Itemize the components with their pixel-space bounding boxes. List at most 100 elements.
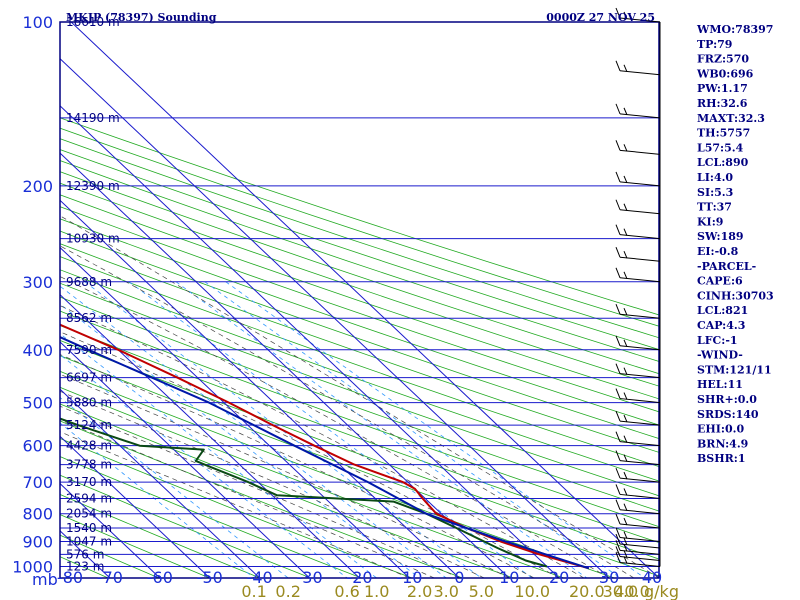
- index-value: LCL:821: [697, 304, 748, 317]
- height-label: 6697 m: [66, 371, 112, 385]
- mixing-ratio-line: [84, 281, 482, 578]
- wind-barb-flag: [615, 7, 621, 19]
- wind-barb-flag: [615, 410, 621, 422]
- mixing-ratio-tick-label: 0.6: [334, 582, 359, 600]
- index-value: TH:5757: [697, 127, 750, 140]
- isotherm-line: [60, 105, 560, 578]
- wind-barb-flag: [615, 60, 621, 71]
- isotherm-line: [60, 435, 211, 578]
- wind-barb-flag: [623, 339, 628, 347]
- dry-adiabat-line: [60, 370, 615, 578]
- height-label: 12390 m: [66, 179, 120, 193]
- pressure-tick-label: 1000: [12, 557, 53, 576]
- pressure-tick-label: 500: [22, 394, 53, 413]
- index-value: LFC:-1: [697, 334, 738, 347]
- moist-adiabat-line: [60, 419, 435, 578]
- index-value: SHR+:0.0: [697, 393, 757, 406]
- mixing-ratio-tick-label: 3.0: [433, 582, 458, 600]
- index-value: TT:37: [697, 201, 732, 214]
- isotherm-line: [60, 152, 510, 578]
- wind-barb-flag: [615, 546, 621, 557]
- wind-barb-flag: [615, 363, 621, 374]
- dry-adiabat-line: [60, 386, 564, 578]
- pressure-tick-label: 900: [22, 533, 53, 552]
- dry-adiabat-line: [60, 138, 659, 339]
- temperature-tick-label: -50: [197, 568, 223, 587]
- temperature-tick-label: -60: [147, 568, 173, 587]
- parcel-line: [60, 336, 590, 570]
- index-value: WB0:696: [696, 67, 754, 80]
- dry-adiabat-line: [60, 325, 659, 544]
- wind-barb-flag: [615, 335, 621, 346]
- height-label: 4428 m: [66, 439, 112, 453]
- dry-adiabat-line: [60, 494, 261, 578]
- mixing-ratio-tick-label: 20.0: [569, 582, 605, 600]
- moist-adiabat-line: [60, 390, 485, 578]
- dry-adiabat-line: [60, 282, 659, 497]
- wind-barbs: [615, 7, 661, 567]
- wind-barb-flag: [615, 540, 621, 551]
- index-value: CAPE:6: [697, 275, 743, 288]
- height-label: 7590 m: [66, 343, 112, 357]
- index-value: LCL:890: [697, 156, 749, 169]
- pressure-tick-label: 800: [22, 505, 53, 524]
- isotherm-line: [60, 246, 410, 578]
- pressure-tick-label: 700: [22, 473, 53, 492]
- index-value: -WIND-: [697, 349, 743, 362]
- wind-barb-flag: [615, 388, 621, 399]
- index-value: PW:1.17: [697, 82, 748, 95]
- wind-barb-flag: [623, 175, 628, 184]
- mixing-ratio-line: [60, 422, 255, 578]
- dry-adiabat-line: [60, 243, 659, 453]
- wind-barb-flag: [623, 544, 628, 552]
- wind-barb-flag: [623, 203, 628, 211]
- wind-barb-flag: [623, 556, 628, 564]
- index-value: TP:79: [697, 38, 732, 51]
- wind-barb-flag: [623, 144, 628, 152]
- pressure-tick-label: 600: [22, 437, 53, 456]
- mixing-ratio-line: [60, 285, 447, 578]
- moist-adiabat-line: [60, 354, 535, 578]
- temperature-tick-label: -70: [97, 568, 123, 587]
- temperature-line: [60, 323, 590, 570]
- isotherm-line: [60, 482, 161, 578]
- temperature-tick-label: -80: [57, 568, 83, 587]
- dry-adiabat-line: [60, 456, 362, 578]
- mixing-ratio-line: [60, 303, 420, 578]
- index-value: CINH:30703: [697, 289, 774, 302]
- wind-barb-flag: [623, 64, 628, 72]
- wind-barb-flag: [623, 531, 628, 539]
- wind-barb-flag: [615, 484, 621, 495]
- index-value: RH:32.6: [697, 97, 748, 110]
- wind-barb-flag: [615, 103, 621, 115]
- temperature-tick-label: -40: [247, 568, 273, 587]
- index-value: FRZ:570: [697, 53, 749, 66]
- dry-adiabat-line: [60, 514, 210, 578]
- mixing-ratio-tick-label: 30.0: [603, 582, 639, 600]
- dry-adiabat-line: [60, 117, 659, 316]
- dry-adiabat-line: [60, 218, 659, 426]
- wind-barb-flag: [623, 414, 628, 423]
- mixing-ratio-line: [60, 354, 348, 578]
- isotherm-line: [70, 22, 659, 578]
- temperature-tick-label: 20: [549, 568, 569, 587]
- mixing-ratio-line: [128, 281, 533, 578]
- isotherm-line: [60, 294, 360, 578]
- mixing-unit-label: g/kg: [644, 582, 679, 600]
- index-value: MAXT:32.3: [697, 112, 765, 125]
- wind-barb-flag: [623, 550, 628, 558]
- dry-adiabat-line: [60, 230, 659, 440]
- index-value: EI:-0.8: [697, 245, 739, 258]
- index-value: BSHR:1: [697, 452, 746, 465]
- index-value: EHI:0.0: [697, 423, 744, 436]
- mixing-ratio-tick-label: 10.0: [514, 582, 550, 600]
- wind-barb-flag: [615, 247, 621, 258]
- index-value: SRDS:140: [697, 408, 759, 421]
- height-label: 5880 m: [66, 396, 112, 410]
- wind-barb-flag: [615, 552, 621, 563]
- mixing-ratio-tick-label: 2.0: [407, 582, 432, 600]
- pressure-tick-label: 200: [22, 177, 53, 196]
- wind-barb-flag: [623, 392, 628, 400]
- wind-barb-flag: [615, 450, 621, 461]
